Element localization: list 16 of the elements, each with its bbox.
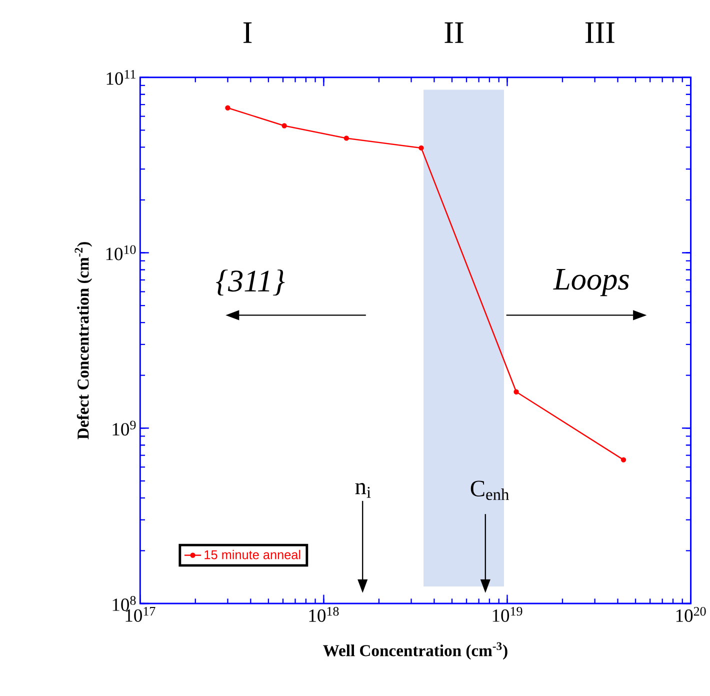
y-tick-label: 10$^{11}$ xyxy=(106,70,136,86)
x-tick-label: 10$^{18}$ xyxy=(309,607,339,622)
text: II xyxy=(444,22,464,44)
annotation: Loops xyxy=(553,269,629,296)
text: I xyxy=(243,22,252,44)
x-tick-label: 10$^{19}$ xyxy=(492,607,522,622)
y-tick-label: 10$^{9}$ xyxy=(112,420,136,436)
legend-label: 15 minute anneal xyxy=(204,550,300,560)
text: Well Concentration (cm$^{-3}$) xyxy=(323,642,508,660)
x-tick-label: 10$^{20}$ xyxy=(676,607,706,622)
annotation: C$_{enh}$ xyxy=(470,480,509,500)
text: Defect Concentration (cm$^{-2}$) xyxy=(74,242,92,440)
y-tick-label: 10$^{10}$ xyxy=(106,245,136,260)
annotation: {311} xyxy=(216,270,285,296)
text: III xyxy=(585,22,614,44)
annotation: n$_{i}$ xyxy=(355,483,371,498)
